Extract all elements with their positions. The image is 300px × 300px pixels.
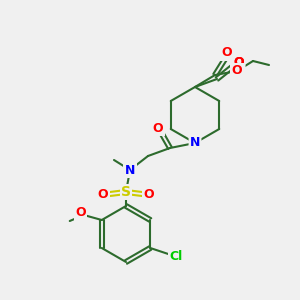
Text: O: O [234,56,244,68]
Text: O: O [98,188,108,200]
Text: O: O [222,46,232,59]
Text: O: O [144,188,154,200]
Text: Cl: Cl [169,250,183,262]
Text: O: O [153,122,163,134]
Text: O: O [75,206,86,220]
Text: S: S [121,185,131,199]
Text: O: O [232,64,242,77]
Text: N: N [190,136,200,149]
Text: O: O [234,56,244,68]
Text: N: N [125,164,135,176]
